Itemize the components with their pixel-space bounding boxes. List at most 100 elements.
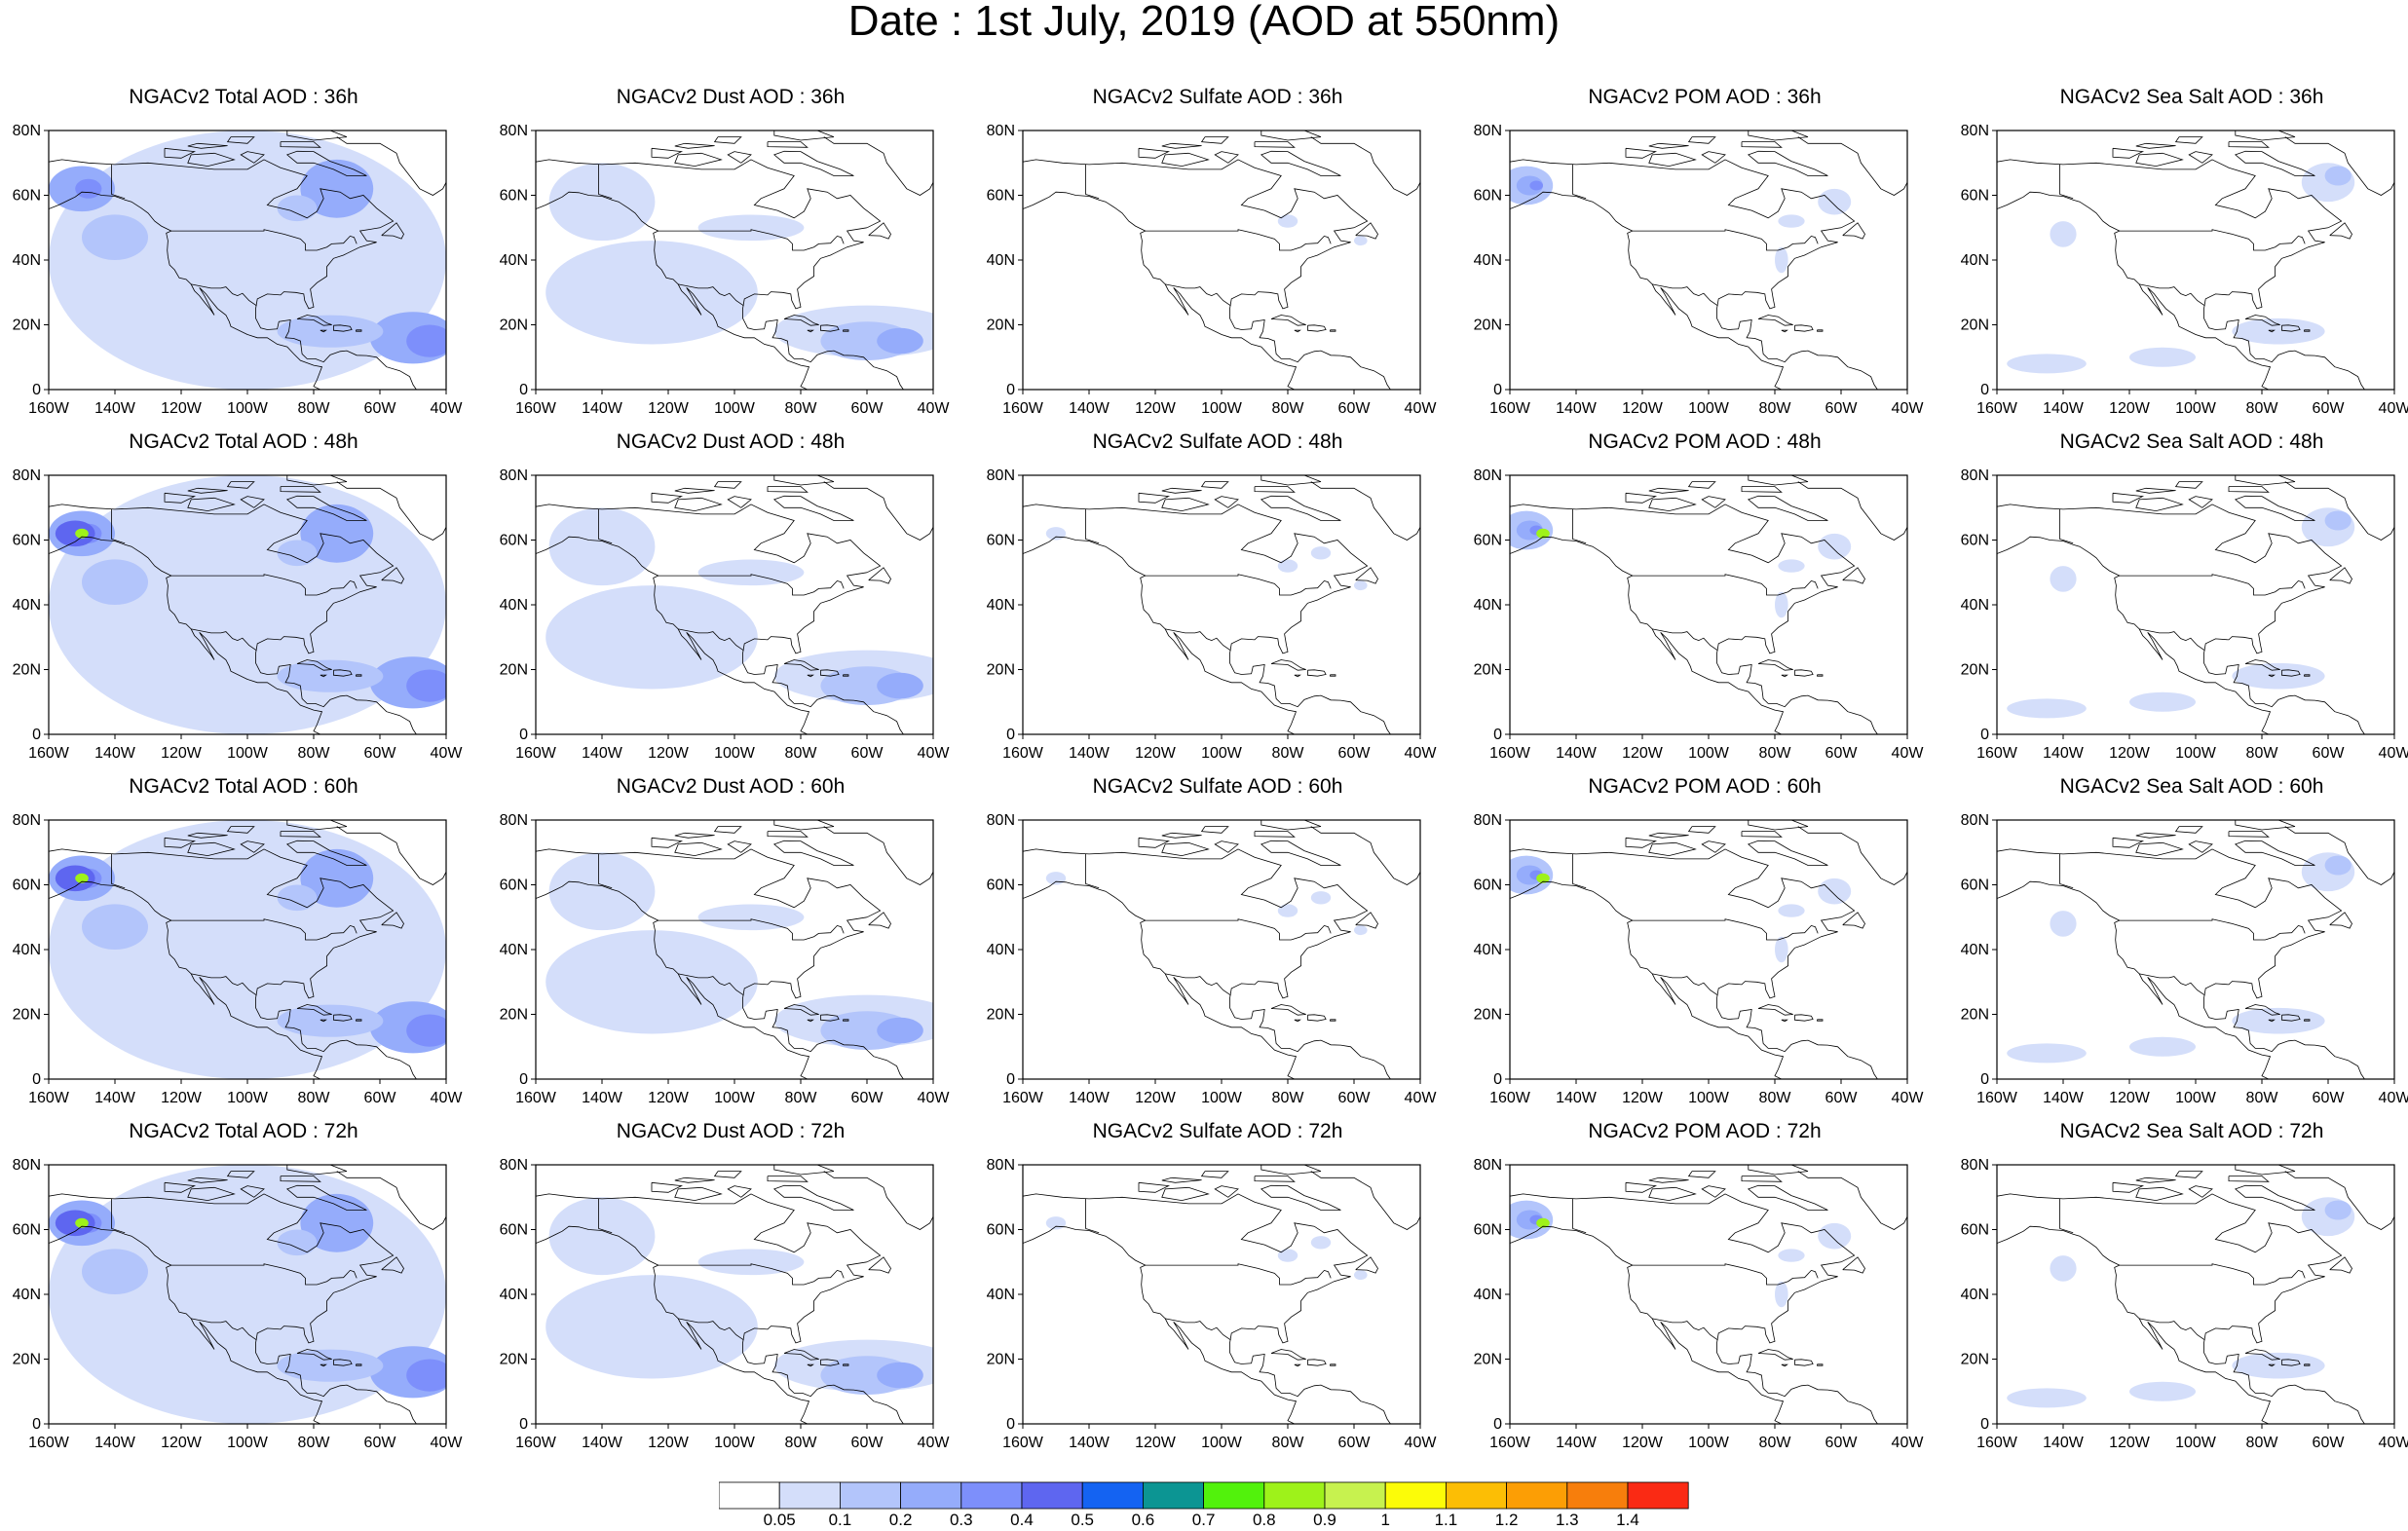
lat-tick-label: 20N — [1961, 317, 1989, 334]
lat-tick-label: 60N — [13, 878, 41, 894]
lon-tick-label: 100W — [1201, 745, 1243, 762]
coastlines — [1997, 820, 2394, 1079]
aod-blob — [2007, 698, 2087, 719]
lon-tick-label: 100W — [2175, 400, 2217, 417]
aod-blob — [406, 1014, 446, 1047]
lon-tick-label: 40W — [2379, 400, 2408, 417]
coastlines — [1997, 131, 2394, 390]
lon-tick-label: 40W — [1405, 1435, 1438, 1451]
aod-blob — [1529, 180, 1543, 191]
colorbar: 0.05 0.1 0.2 0.3 0.4 0.5 0.6 0.7 0.8 0.9 1 1.1 1.2 1.… — [719, 1481, 1689, 1531]
aod-blob — [877, 672, 923, 699]
lat-tick-label: 0 — [32, 727, 41, 743]
lat-tick-label: 60N — [1474, 878, 1502, 894]
lat-tick-label: 80N — [500, 1157, 528, 1174]
aod-field — [1023, 131, 1420, 390]
lat-tick-label: 60N — [13, 533, 41, 549]
aod-blob — [546, 930, 758, 1034]
aod-map: 0 20N 40N 60N 80N 160W 140W 120W 100W 80W 60W 40W — [987, 812, 1438, 1106]
lon-tick-label: 160W — [28, 1090, 70, 1106]
lon-tick-label: 160W — [1002, 745, 1044, 762]
colorbar-swatch — [1384, 1481, 1447, 1510]
map-panel: NGACv2 Sea Salt AOD : 48h 0 20N 40N 60N 80N 16… — [1948, 430, 2408, 775]
panel-title: NGACv2 Dust AOD : 60h — [616, 775, 846, 798]
coastlines — [1510, 820, 1907, 1079]
lat-tick-label: 40N — [13, 252, 41, 269]
lon-tick-label: 120W — [648, 1090, 690, 1106]
lon-tick-label: 140W — [94, 745, 136, 762]
lat-tick-label: 80N — [500, 812, 528, 829]
lon-tick-label: 120W — [1622, 1090, 1664, 1106]
lon-tick-label: 100W — [1201, 1090, 1243, 1106]
lat-tick-label: 20N — [987, 1352, 1015, 1368]
lat-tick-label: 0 — [519, 727, 528, 743]
aod-blob — [75, 1217, 89, 1228]
lat-tick-label: 20N — [13, 662, 41, 679]
lon-tick-label: 140W — [582, 745, 623, 762]
lat-tick-label: 60N — [1474, 188, 1502, 205]
lat-tick-label: 20N — [13, 1007, 41, 1024]
lon-tick-label: 140W — [1069, 745, 1110, 762]
colorbar-swatch — [960, 1481, 1023, 1510]
coastlines — [1510, 1165, 1907, 1424]
aod-blob — [1775, 1281, 1788, 1308]
aod-blob — [548, 852, 656, 931]
aod-blob — [1818, 188, 1852, 215]
aod-field — [1023, 820, 1420, 1079]
lat-tick-label: 40N — [13, 942, 41, 958]
lat-tick-label: 20N — [13, 1352, 41, 1368]
aod-blob — [75, 873, 89, 883]
lat-tick-label: 0 — [1980, 727, 1989, 743]
lat-tick-label: 40N — [500, 597, 528, 614]
colorbar-swatch — [900, 1481, 962, 1510]
colorbar-swatch — [1142, 1481, 1204, 1510]
lon-tick-label: 120W — [1622, 745, 1664, 762]
aod-blob — [548, 1197, 656, 1276]
aod-field — [49, 475, 446, 734]
lat-tick-label: 40N — [1474, 1287, 1502, 1303]
lat-tick-label: 60N — [1961, 188, 1989, 205]
lon-tick-label: 80W — [785, 745, 818, 762]
lon-tick-label: 120W — [1135, 1090, 1177, 1106]
colorbar-label: 0.4 — [1010, 1511, 1034, 1529]
lon-tick-label: 140W — [2043, 745, 2085, 762]
lat-tick-label: 40N — [987, 252, 1015, 269]
aod-blob — [55, 520, 95, 547]
aod-blob — [697, 1249, 805, 1276]
panel-title: NGACv2 Sulfate AOD : 72h — [1092, 1120, 1343, 1142]
coastlines — [1510, 131, 1907, 390]
lon-tick-label: 140W — [1556, 400, 1598, 417]
aod-blob — [300, 159, 374, 218]
panel-title: NGACv2 Sea Salt AOD : 48h — [2059, 430, 2324, 453]
lon-tick-label: 140W — [1556, 1090, 1598, 1106]
lon-tick-label: 80W — [298, 1090, 331, 1106]
lon-tick-label: 60W — [1825, 1435, 1859, 1451]
lon-tick-label: 120W — [1135, 400, 1177, 417]
colorbar-label: 0.7 — [1191, 1511, 1216, 1529]
map-panel: NGACv2 Total AOD : 36h 0 20N 40N 60N 80N 160W 1… — [0, 86, 487, 430]
lat-tick-label: 80N — [1961, 812, 1989, 829]
lat-tick-label: 60N — [1474, 1222, 1502, 1239]
aod-blob — [2129, 1381, 2196, 1401]
aod-blob — [406, 669, 446, 702]
aod-field — [49, 820, 446, 1079]
lat-tick-label: 40N — [13, 1287, 41, 1303]
aod-field — [1510, 131, 1907, 390]
lon-tick-label: 160W — [1489, 1435, 1531, 1451]
aod-map: 0 20N 40N 60N 80N 160W 140W 120W 100W 80W 60W 40W — [1474, 123, 1925, 417]
lat-tick-label: 40N — [1961, 1287, 1989, 1303]
lat-tick-label: 40N — [1961, 252, 1989, 269]
lon-tick-label: 40W — [918, 400, 951, 417]
coastlines — [1023, 475, 1420, 734]
coastlines — [1997, 1165, 2394, 1424]
lon-tick-label: 120W — [2109, 400, 2151, 417]
aod-blob — [1818, 878, 1852, 905]
aod-blob — [877, 327, 923, 355]
aod-field — [1023, 475, 1420, 734]
aod-blob — [548, 507, 656, 586]
lat-tick-label: 0 — [32, 1071, 41, 1088]
lon-tick-label: 40W — [2379, 1090, 2408, 1106]
lon-tick-label: 140W — [94, 1435, 136, 1451]
colorbar-label: 0.5 — [1071, 1511, 1094, 1529]
lon-tick-label: 140W — [1556, 1435, 1598, 1451]
